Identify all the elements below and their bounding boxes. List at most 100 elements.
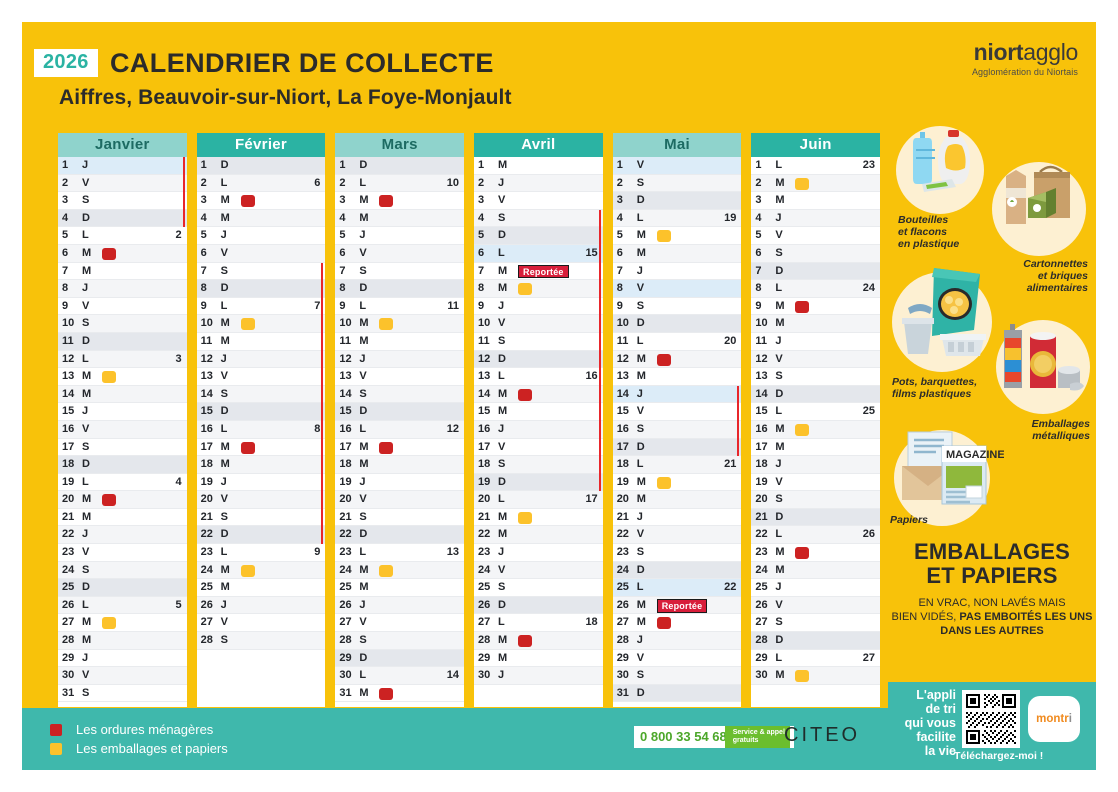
- calendar-day-row[interactable]: 24 M: [335, 561, 465, 580]
- calendar-day-row[interactable]: 29 D: [335, 649, 465, 668]
- calendar-day-row[interactable]: 30 M: [751, 667, 881, 685]
- calendar-day-row[interactable]: 28 M: [474, 632, 603, 650]
- calendar-day-row[interactable]: 16 L 8: [196, 420, 326, 439]
- calendar-day-row[interactable]: 9 L 11: [335, 298, 465, 316]
- calendar-day-row[interactable]: 20 S: [751, 491, 881, 509]
- calendar-day-row[interactable]: 21 J: [612, 509, 742, 527]
- calendar-day-row[interactable]: 15 M: [474, 403, 603, 421]
- calendar-day-row[interactable]: 14 M: [58, 385, 187, 404]
- calendar-day-row[interactable]: 11 J: [751, 333, 881, 351]
- calendar-day-row[interactable]: 10 S: [58, 315, 187, 333]
- calendar-day-row[interactable]: 13 S: [751, 368, 881, 386]
- calendar-day-row[interactable]: 25 L 22: [612, 579, 742, 597]
- calendar-day-row[interactable]: 17 M: [751, 439, 881, 457]
- calendar-day-row[interactable]: 22 L 26: [751, 526, 881, 545]
- calendar-day-row[interactable]: 18 M: [196, 456, 326, 474]
- calendar-day-row[interactable]: 18 D: [58, 456, 187, 474]
- calendar-day-row[interactable]: 14 S: [335, 385, 465, 404]
- calendar-day-row[interactable]: 23 S: [612, 544, 742, 562]
- calendar-day-row[interactable]: 28 D: [751, 632, 881, 650]
- calendar-day-row[interactable]: 13 V: [335, 368, 465, 386]
- calendar-day-row[interactable]: 17 M: [335, 439, 465, 457]
- calendar-day-row[interactable]: 11 L 20: [612, 333, 742, 351]
- calendar-day-row[interactable]: 23 L 9: [196, 544, 326, 562]
- calendar-day-row[interactable]: 21 S: [335, 509, 465, 527]
- calendar-day-row[interactable]: 12 M: [612, 350, 742, 369]
- calendar-day-row[interactable]: 1 L 23: [751, 157, 881, 175]
- calendar-day-row[interactable]: 12 J: [335, 350, 465, 369]
- calendar-day-row[interactable]: 11 M: [335, 333, 465, 351]
- calendar-day-row[interactable]: 29 M: [474, 650, 603, 668]
- calendar-day-row[interactable]: 27 V: [196, 614, 326, 633]
- calendar-day-row[interactable]: 20 L 17: [474, 491, 603, 509]
- calendar-day-row[interactable]: 12 J: [196, 350, 326, 369]
- calendar-day-row[interactable]: 28 S: [335, 632, 465, 650]
- calendar-day-row[interactable]: 24 M: [196, 561, 326, 580]
- calendar-day-row[interactable]: 10 M: [335, 315, 465, 333]
- calendar-day-row[interactable]: 28 J: [612, 632, 742, 650]
- calendar-day-row[interactable]: 31 D: [612, 684, 742, 703]
- calendar-day-row[interactable]: 15 L 25: [751, 403, 881, 421]
- calendar-day-row[interactable]: 28 M: [58, 632, 187, 650]
- calendar-day-row[interactable]: 14 D: [751, 385, 881, 404]
- calendar-day-row[interactable]: 18 M: [335, 456, 465, 474]
- calendar-day-row[interactable]: 31 S: [58, 685, 187, 703]
- calendar-day-row[interactable]: 22 V: [612, 526, 742, 545]
- calendar-day-row[interactable]: 29 J: [58, 650, 187, 668]
- calendar-day-row[interactable]: 20 M: [58, 491, 187, 509]
- calendar-day-row[interactable]: 17 S: [58, 439, 187, 457]
- calendar-day-row[interactable]: 19 V: [751, 474, 881, 492]
- calendar-day-row[interactable]: 19 M: [612, 474, 742, 492]
- calendar-day-row[interactable]: 23 L 13: [335, 544, 465, 562]
- montri-logo[interactable]: montr i: [1028, 696, 1080, 742]
- calendar-day-row[interactable]: 30 L 14: [335, 667, 465, 685]
- calendar-day-row[interactable]: 29 V: [612, 650, 742, 668]
- calendar-day-row[interactable]: 25 M: [335, 579, 465, 597]
- calendar-day-row[interactable]: 10 D: [612, 315, 742, 333]
- calendar-day-row[interactable]: 23 V: [58, 544, 187, 562]
- calendar-day-row[interactable]: 13 M: [58, 368, 187, 386]
- calendar-day-row[interactable]: 19 D: [474, 473, 603, 492]
- calendar-day-row[interactable]: 26 D: [474, 596, 603, 615]
- calendar-day-row[interactable]: 17 D: [612, 438, 742, 457]
- calendar-day-row[interactable]: 6 L 15: [474, 244, 603, 263]
- calendar-day-row[interactable]: 11 D: [58, 332, 187, 351]
- calendar-day-row[interactable]: 24 S: [58, 561, 187, 580]
- calendar-day-row[interactable]: 29 L 27: [751, 650, 881, 668]
- calendar-day-row[interactable]: 30 S: [612, 667, 742, 685]
- calendar-day-row[interactable]: 18 J: [751, 456, 881, 474]
- calendar-day-row[interactable]: 25 M: [196, 579, 326, 597]
- calendar-day-row[interactable]: 20 M: [612, 491, 742, 509]
- calendar-day-row[interactable]: 22 D: [196, 526, 326, 545]
- calendar-day-row[interactable]: 21 S: [196, 509, 326, 527]
- calendar-day-row[interactable]: 21 M: [474, 509, 603, 527]
- calendar-day-row[interactable]: 11 S: [474, 333, 603, 351]
- calendar-day-row[interactable]: 10 V: [474, 315, 603, 333]
